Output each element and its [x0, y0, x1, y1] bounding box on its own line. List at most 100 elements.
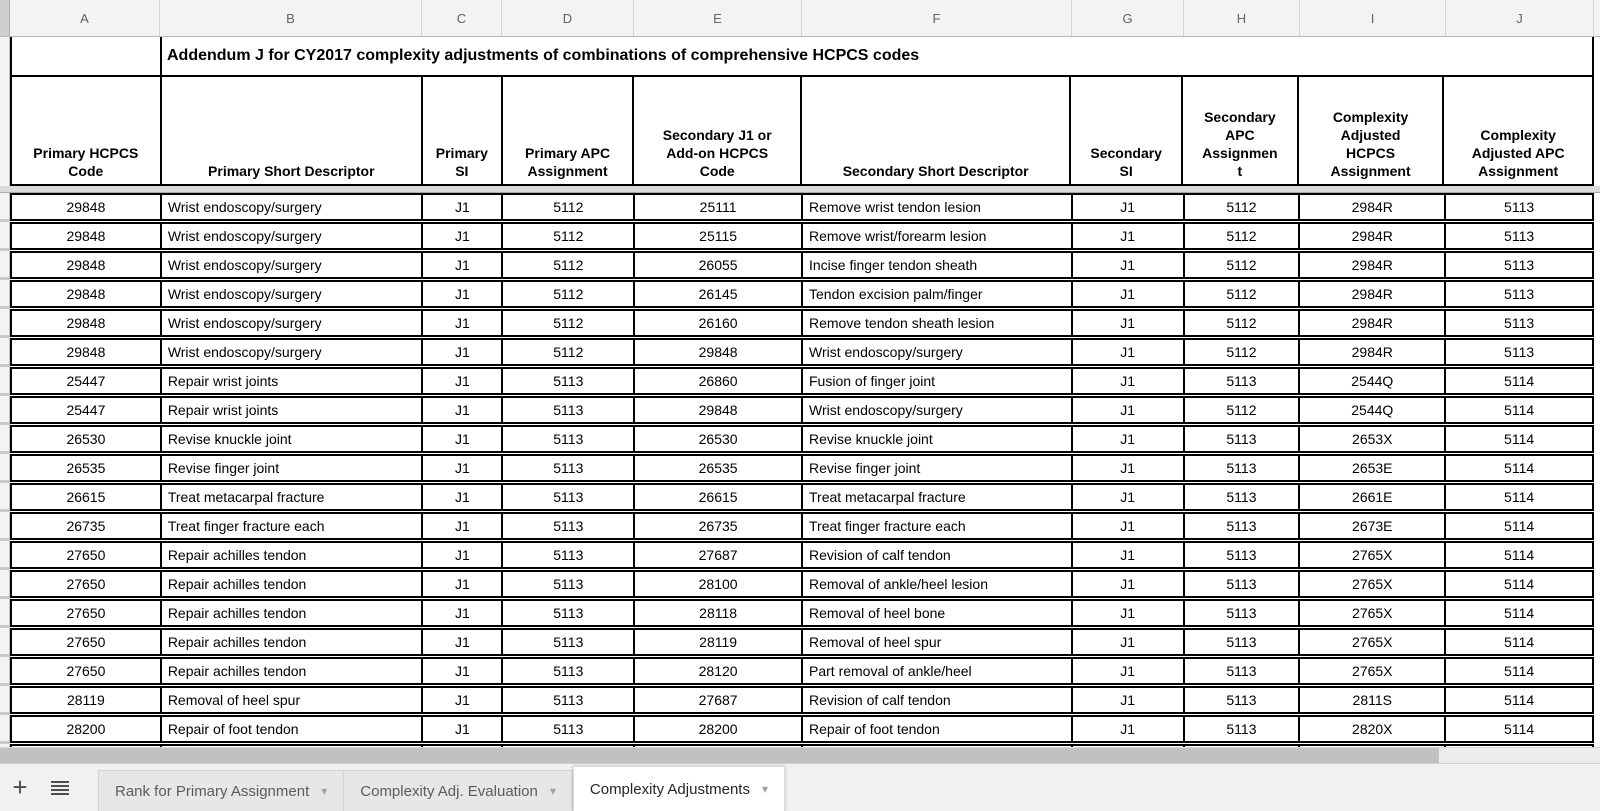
grid-cell[interactable]: J1: [423, 483, 504, 511]
grid-cell[interactable]: Treat metacarpal fracture: [803, 483, 1073, 511]
grid-cell[interactable]: J1: [423, 686, 504, 714]
grid-cell[interactable]: 5114: [1446, 396, 1594, 424]
grid-cell[interactable]: 26145: [635, 280, 803, 308]
grid-cell[interactable]: Revise knuckle joint: [161, 425, 424, 453]
grid-cell[interactable]: Wrist endoscopy/surgery: [161, 193, 424, 221]
column-header-D[interactable]: D: [502, 0, 634, 36]
grid-cell[interactable]: 26615: [12, 483, 162, 511]
grid-cell[interactable]: 5113: [503, 570, 636, 598]
grid-cell[interactable]: J1: [423, 280, 504, 308]
grid-cell[interactable]: Tendon excision palm/finger: [803, 280, 1073, 308]
grid-cell[interactable]: Removal of heel spur: [803, 628, 1073, 656]
column-header-E[interactable]: E: [634, 0, 802, 36]
grid-cell[interactable]: 25447: [12, 367, 162, 395]
add-sheet-button[interactable]: +: [12, 772, 28, 802]
header-cell[interactable]: Primary APC Assignment: [503, 77, 635, 184]
grid-cell[interactable]: 26535: [12, 454, 162, 482]
grid-cell[interactable]: 5114: [1446, 512, 1594, 540]
grid-cell[interactable]: 28200: [12, 715, 162, 743]
grid-cell[interactable]: 5114: [1446, 570, 1594, 598]
grid-cell[interactable]: 5113: [1446, 251, 1594, 279]
header-cell[interactable]: Primary SI: [423, 77, 503, 184]
grid-cell[interactable]: Repair achilles tendon: [161, 599, 424, 627]
grid-cell[interactable]: 26860: [635, 367, 803, 395]
grid-cell[interactable]: 26735: [635, 512, 803, 540]
grid-cell[interactable]: 27650: [12, 657, 162, 685]
grid-cell[interactable]: 5113: [1446, 309, 1594, 337]
grid-cell[interactable]: Wrist endoscopy/surgery: [803, 396, 1073, 424]
grid-cell[interactable]: Wrist endoscopy/surgery: [161, 280, 424, 308]
sheet-tab-complexity-adj-evaluation[interactable]: Complexity Adj. Evaluation ▾: [344, 770, 573, 811]
sheet-tab-rank-for-primary-assignment[interactable]: Rank for Primary Assignment ▾: [98, 770, 345, 811]
grid-cell[interactable]: Repair wrist joints: [161, 396, 424, 424]
grid-cell[interactable]: 29848: [12, 222, 162, 250]
grid-cell[interactable]: 28119: [635, 628, 803, 656]
grid-cell[interactable]: Incise finger tendon sheath: [803, 251, 1073, 279]
grid-cell[interactable]: 5114: [1446, 483, 1594, 511]
grid-cell[interactable]: Repair achilles tendon: [161, 570, 424, 598]
grid-cell[interactable]: 2653E: [1300, 454, 1447, 482]
grid-cell[interactable]: 5113: [1184, 715, 1301, 743]
grid-cell[interactable]: 2544Q: [1300, 367, 1447, 395]
grid-cell[interactable]: J1: [1072, 686, 1185, 714]
chevron-down-icon[interactable]: ▾: [761, 782, 768, 796]
corner-cell[interactable]: [0, 0, 10, 36]
grid-cell[interactable]: 5112: [503, 222, 636, 250]
grid-cell[interactable]: 2984R: [1300, 309, 1447, 337]
grid-cell[interactable]: 5114: [1446, 454, 1594, 482]
grid-cell[interactable]: J1: [1072, 367, 1185, 395]
grid-cell[interactable]: J1: [1072, 628, 1185, 656]
grid-cell[interactable]: J1: [423, 628, 504, 656]
grid-cell[interactable]: Remove wrist tendon lesion: [803, 193, 1073, 221]
grid-cell[interactable]: 5112: [503, 280, 636, 308]
grid-cell[interactable]: 5113: [1184, 425, 1301, 453]
grid-cell[interactable]: Repair of foot tendon: [161, 715, 424, 743]
grid-cell[interactable]: 5112: [1184, 396, 1301, 424]
grid-cell[interactable]: 2820X: [1300, 715, 1447, 743]
grid-cell[interactable]: 2544Q: [1300, 396, 1447, 424]
grid-cell[interactable]: Remove tendon sheath lesion: [803, 309, 1073, 337]
horizontal-scrollbar[interactable]: [0, 747, 1600, 764]
grid-cell[interactable]: 28118: [635, 599, 803, 627]
grid-cell[interactable]: Wrist endoscopy/surgery: [161, 251, 424, 279]
grid-cell[interactable]: Repair achilles tendon: [161, 628, 424, 656]
grid-cell[interactable]: J1: [1072, 483, 1185, 511]
grid-cell[interactable]: 28120: [635, 657, 803, 685]
sheet-title-cell[interactable]: Addendum J for CY2017 complexity adjustm…: [162, 37, 1594, 75]
grid-cell[interactable]: Removal of ankle/heel lesion: [803, 570, 1073, 598]
grid-cell[interactable]: J1: [423, 599, 504, 627]
grid-cell[interactable]: 5114: [1446, 367, 1594, 395]
column-header-H[interactable]: H: [1184, 0, 1300, 36]
grid-cell[interactable]: 2653X: [1300, 425, 1447, 453]
column-header-B[interactable]: B: [160, 0, 422, 36]
grid-cell[interactable]: 2765X: [1300, 628, 1447, 656]
grid-cell[interactable]: J1: [1072, 454, 1185, 482]
grid-cell[interactable]: Part removal of ankle/heel: [803, 657, 1073, 685]
grid-cell[interactable]: 28100: [635, 570, 803, 598]
grid-cell[interactable]: 5113: [1184, 686, 1301, 714]
grid-cell[interactable]: Wrist endoscopy/surgery: [803, 338, 1073, 366]
grid-cell[interactable]: 5112: [1184, 280, 1301, 308]
grid-cell[interactable]: Wrist endoscopy/surgery: [161, 338, 424, 366]
frozen-row-divider[interactable]: [0, 186, 1600, 193]
grid-cell[interactable]: 5113: [503, 686, 636, 714]
grid-cell[interactable]: J1: [423, 512, 504, 540]
header-cell[interactable]: Secondary SI: [1071, 77, 1184, 184]
all-sheets-button[interactable]: [40, 764, 80, 811]
grid-cell[interactable]: J1: [1072, 193, 1185, 221]
header-cell[interactable]: Primary HCPCS Code: [12, 77, 162, 184]
grid-cell[interactable]: Repair wrist joints: [161, 367, 424, 395]
grid-cell[interactable]: 25115: [635, 222, 803, 250]
grid-cell[interactable]: J1: [1072, 541, 1185, 569]
grid-cell[interactable]: 5113: [503, 599, 636, 627]
grid-cell[interactable]: J1: [423, 222, 504, 250]
grid-cell[interactable]: 5112: [503, 251, 636, 279]
grid-cell[interactable]: Revise finger joint: [803, 454, 1073, 482]
header-cell[interactable]: Secondary APC Assignmen t: [1183, 77, 1299, 184]
grid-cell[interactable]: 5114: [1446, 599, 1594, 627]
grid-cell[interactable]: 5113: [1446, 222, 1594, 250]
grid-cell[interactable]: 5113: [503, 454, 636, 482]
grid-cell[interactable]: 27687: [635, 541, 803, 569]
grid-cell[interactable]: Revise knuckle joint: [803, 425, 1073, 453]
grid-cell[interactable]: 5114: [1446, 425, 1594, 453]
